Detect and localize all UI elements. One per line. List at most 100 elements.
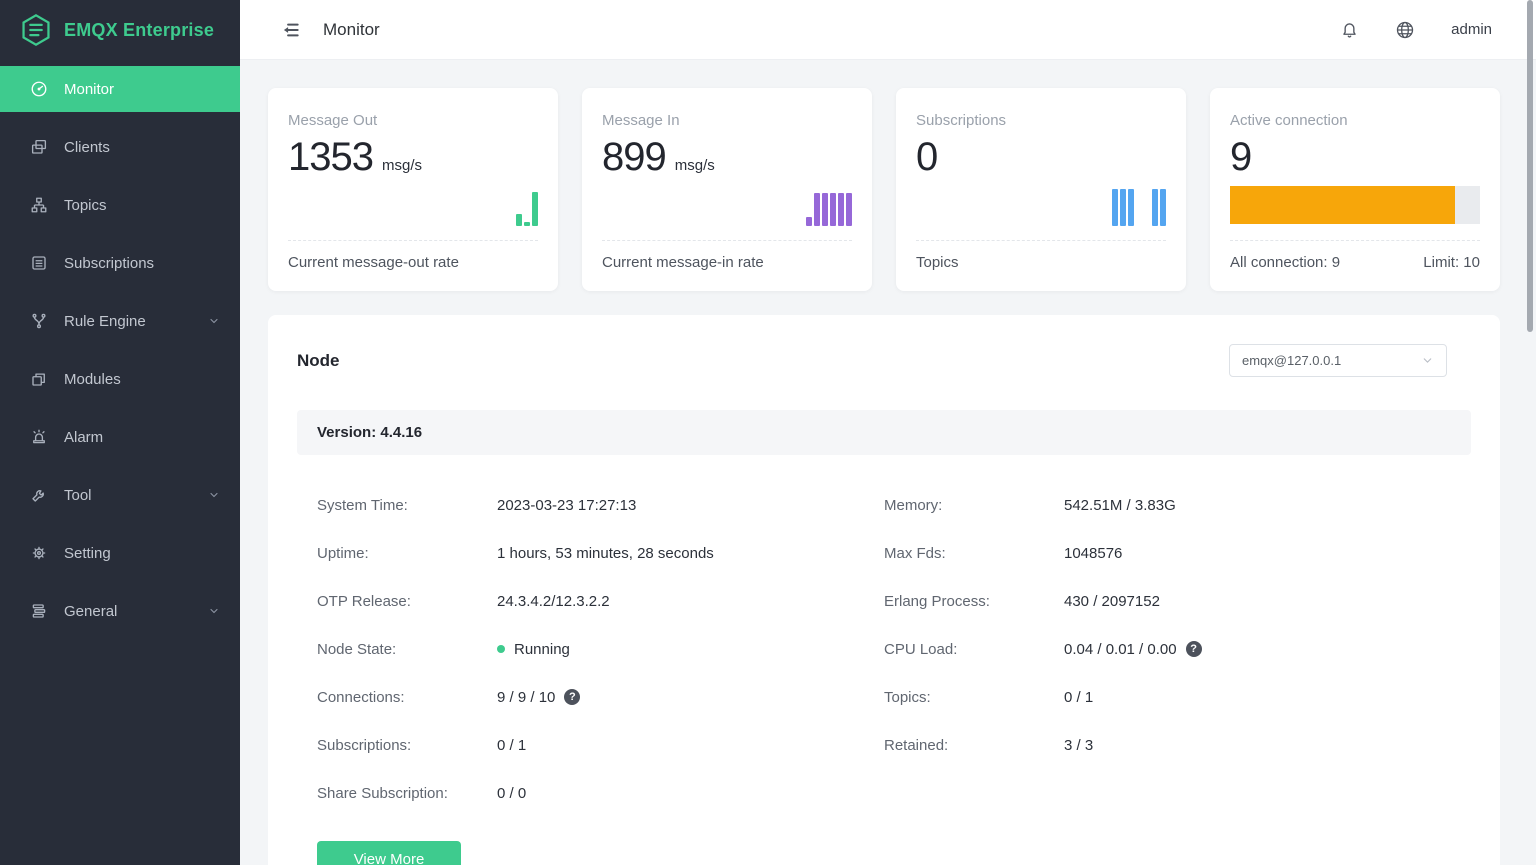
layers-icon — [30, 602, 48, 620]
card-footer: Current message-out rate — [288, 240, 538, 291]
limit-label: Limit: 10 — [1423, 254, 1480, 271]
info-label: Connections: — [317, 688, 405, 706]
windows-icon — [30, 138, 48, 156]
page-title: Monitor — [323, 19, 380, 39]
info-label: Erlang Process: — [884, 592, 990, 610]
info-value: 1 hours, 53 minutes, 28 seconds — [497, 544, 714, 562]
card-value: 1353 — [288, 135, 374, 179]
info-label: Topics: — [884, 688, 931, 706]
sidebar-item-setting[interactable]: Setting — [0, 524, 240, 582]
topbar: Monitor admin — [240, 0, 1536, 60]
info-row-connections: Connections: 9 / 9 / 10 ? — [297, 673, 884, 721]
chevron-down-icon — [208, 315, 220, 327]
sidebar-item-label: Modules — [64, 370, 121, 388]
node-info-grid: System Time: 2023-03-23 17:27:13 Uptime:… — [297, 481, 1471, 817]
stack-icon — [30, 370, 48, 388]
all-connection-label: All connection: 9 — [1230, 254, 1341, 271]
sidebar-item-label: Topics — [64, 196, 107, 214]
info-value: 0.04 / 0.01 / 0.00 — [1064, 640, 1177, 658]
user-menu[interactable]: admin — [1451, 21, 1492, 38]
card-value: 9 — [1230, 135, 1252, 179]
sidebar-item-general[interactable]: General — [0, 582, 240, 640]
info-value: 1048576 — [1064, 544, 1123, 562]
card-value: 0 — [916, 135, 938, 179]
connection-progress-fill — [1230, 186, 1455, 224]
sidebar-item-label: Monitor — [64, 80, 115, 98]
info-row-cpu-load: CPU Load: 0.04 / 0.01 / 0.00 ? — [884, 625, 1471, 673]
info-label: Share Subscription: — [317, 784, 448, 802]
subscriptions-mini-bar-chart — [1112, 189, 1166, 226]
info-value: 9 / 9 / 10 — [497, 688, 556, 706]
connection-progress-track — [1230, 186, 1480, 224]
chevron-down-icon — [208, 605, 220, 617]
sitemap-icon — [30, 196, 48, 214]
card-subscriptions: Subscriptions 0 Topics — [896, 88, 1186, 291]
sidebar-item-label: General — [64, 602, 118, 620]
chevron-down-icon — [208, 489, 220, 501]
info-row-share-subscription: Share Subscription: 0 / 0 — [297, 769, 884, 817]
gear-icon — [30, 544, 48, 562]
card-title: Message In — [602, 112, 680, 129]
bell-icon[interactable] — [1340, 20, 1359, 39]
info-label: Uptime: — [317, 544, 369, 562]
card-value: 899 — [602, 135, 667, 179]
card-unit: msg/s — [674, 157, 715, 174]
share-nodes-icon — [30, 312, 48, 330]
list-icon — [30, 254, 48, 272]
sidebar-item-tool[interactable]: Tool — [0, 466, 240, 524]
sidebar-item-modules[interactable]: Modules — [0, 350, 240, 408]
info-row-max-fds: Max Fds: 1048576 — [884, 529, 1471, 577]
info-label: Retained: — [884, 736, 949, 754]
card-message-in: Message In 899 msg/s Current message-in … — [582, 88, 872, 291]
sidebar-item-label: Alarm — [64, 428, 104, 446]
card-footer: Topics — [916, 240, 1166, 291]
gauge-icon — [30, 80, 48, 98]
info-value: Running — [514, 640, 570, 658]
info-value: 3 / 3 — [1064, 736, 1094, 754]
running-status-dot — [497, 645, 505, 653]
node-info-right-column: Memory: 542.51M / 3.83G Max Fds: 1048576… — [884, 481, 1471, 817]
sidebar-item-clients[interactable]: Clients — [0, 118, 240, 176]
wrench-icon — [30, 486, 48, 504]
sidebar-item-alarm[interactable]: Alarm — [0, 408, 240, 466]
info-label: System Time: — [317, 496, 408, 514]
card-title: Subscriptions — [916, 112, 1007, 129]
sidebar-item-label: Setting — [64, 544, 111, 562]
info-label: Node State: — [317, 640, 397, 658]
card-title: Active connection — [1230, 112, 1348, 129]
sidebar: EMQX Enterprise Monitor Clients — [0, 0, 240, 865]
brand: EMQX Enterprise — [0, 0, 240, 60]
content: Message Out 1353 msg/s Current message-o… — [240, 60, 1536, 865]
help-icon[interactable]: ? — [564, 689, 581, 705]
info-row-topics: Topics: 0 / 1 — [884, 673, 1471, 721]
chevron-down-icon — [1421, 354, 1434, 367]
card-message-out: Message Out 1353 msg/s Current message-o… — [268, 88, 558, 291]
info-row-otp-release: OTP Release: 24.3.4.2/12.3.2.2 — [297, 577, 884, 625]
version-banner: Version: 4.4.16 — [297, 410, 1471, 455]
globe-icon[interactable] — [1395, 20, 1415, 40]
collapse-menu-icon[interactable] — [281, 20, 301, 40]
sidebar-item-monitor[interactable]: Monitor — [0, 60, 240, 118]
vertical-scrollbar-thumb[interactable] — [1527, 0, 1533, 332]
card-active-connection: Active connection 9 All connection: 9 Li… — [1210, 88, 1500, 291]
help-icon[interactable]: ? — [1185, 641, 1202, 657]
info-value: 542.51M / 3.83G — [1064, 496, 1176, 514]
sidebar-menu: Monitor Clients — [0, 60, 240, 640]
card-unit: msg/s — [381, 157, 422, 174]
sidebar-item-topics[interactable]: Topics — [0, 176, 240, 234]
node-selector[interactable]: emqx@127.0.0.1 — [1229, 344, 1447, 377]
info-row-erlang-process: Erlang Process: 430 / 2097152 — [884, 577, 1471, 625]
sidebar-item-label: Rule Engine — [64, 312, 146, 330]
info-label: CPU Load: — [884, 640, 958, 658]
message-out-mini-bar-chart — [516, 192, 538, 226]
view-more-button[interactable]: View More — [317, 841, 461, 865]
info-row-uptime: Uptime: 1 hours, 53 minutes, 28 seconds — [297, 529, 884, 577]
info-value: 0 / 0 — [497, 784, 527, 802]
sidebar-item-rule-engine[interactable]: Rule Engine — [0, 292, 240, 350]
card-footer: Current message-in rate — [602, 240, 852, 291]
sidebar-item-subscriptions[interactable]: Subscriptions — [0, 234, 240, 292]
sidebar-item-label: Clients — [64, 138, 110, 156]
node-panel-title: Node — [297, 350, 340, 370]
info-row-system-time: System Time: 2023-03-23 17:27:13 — [297, 481, 884, 529]
info-row-memory: Memory: 542.51M / 3.83G — [884, 481, 1471, 529]
